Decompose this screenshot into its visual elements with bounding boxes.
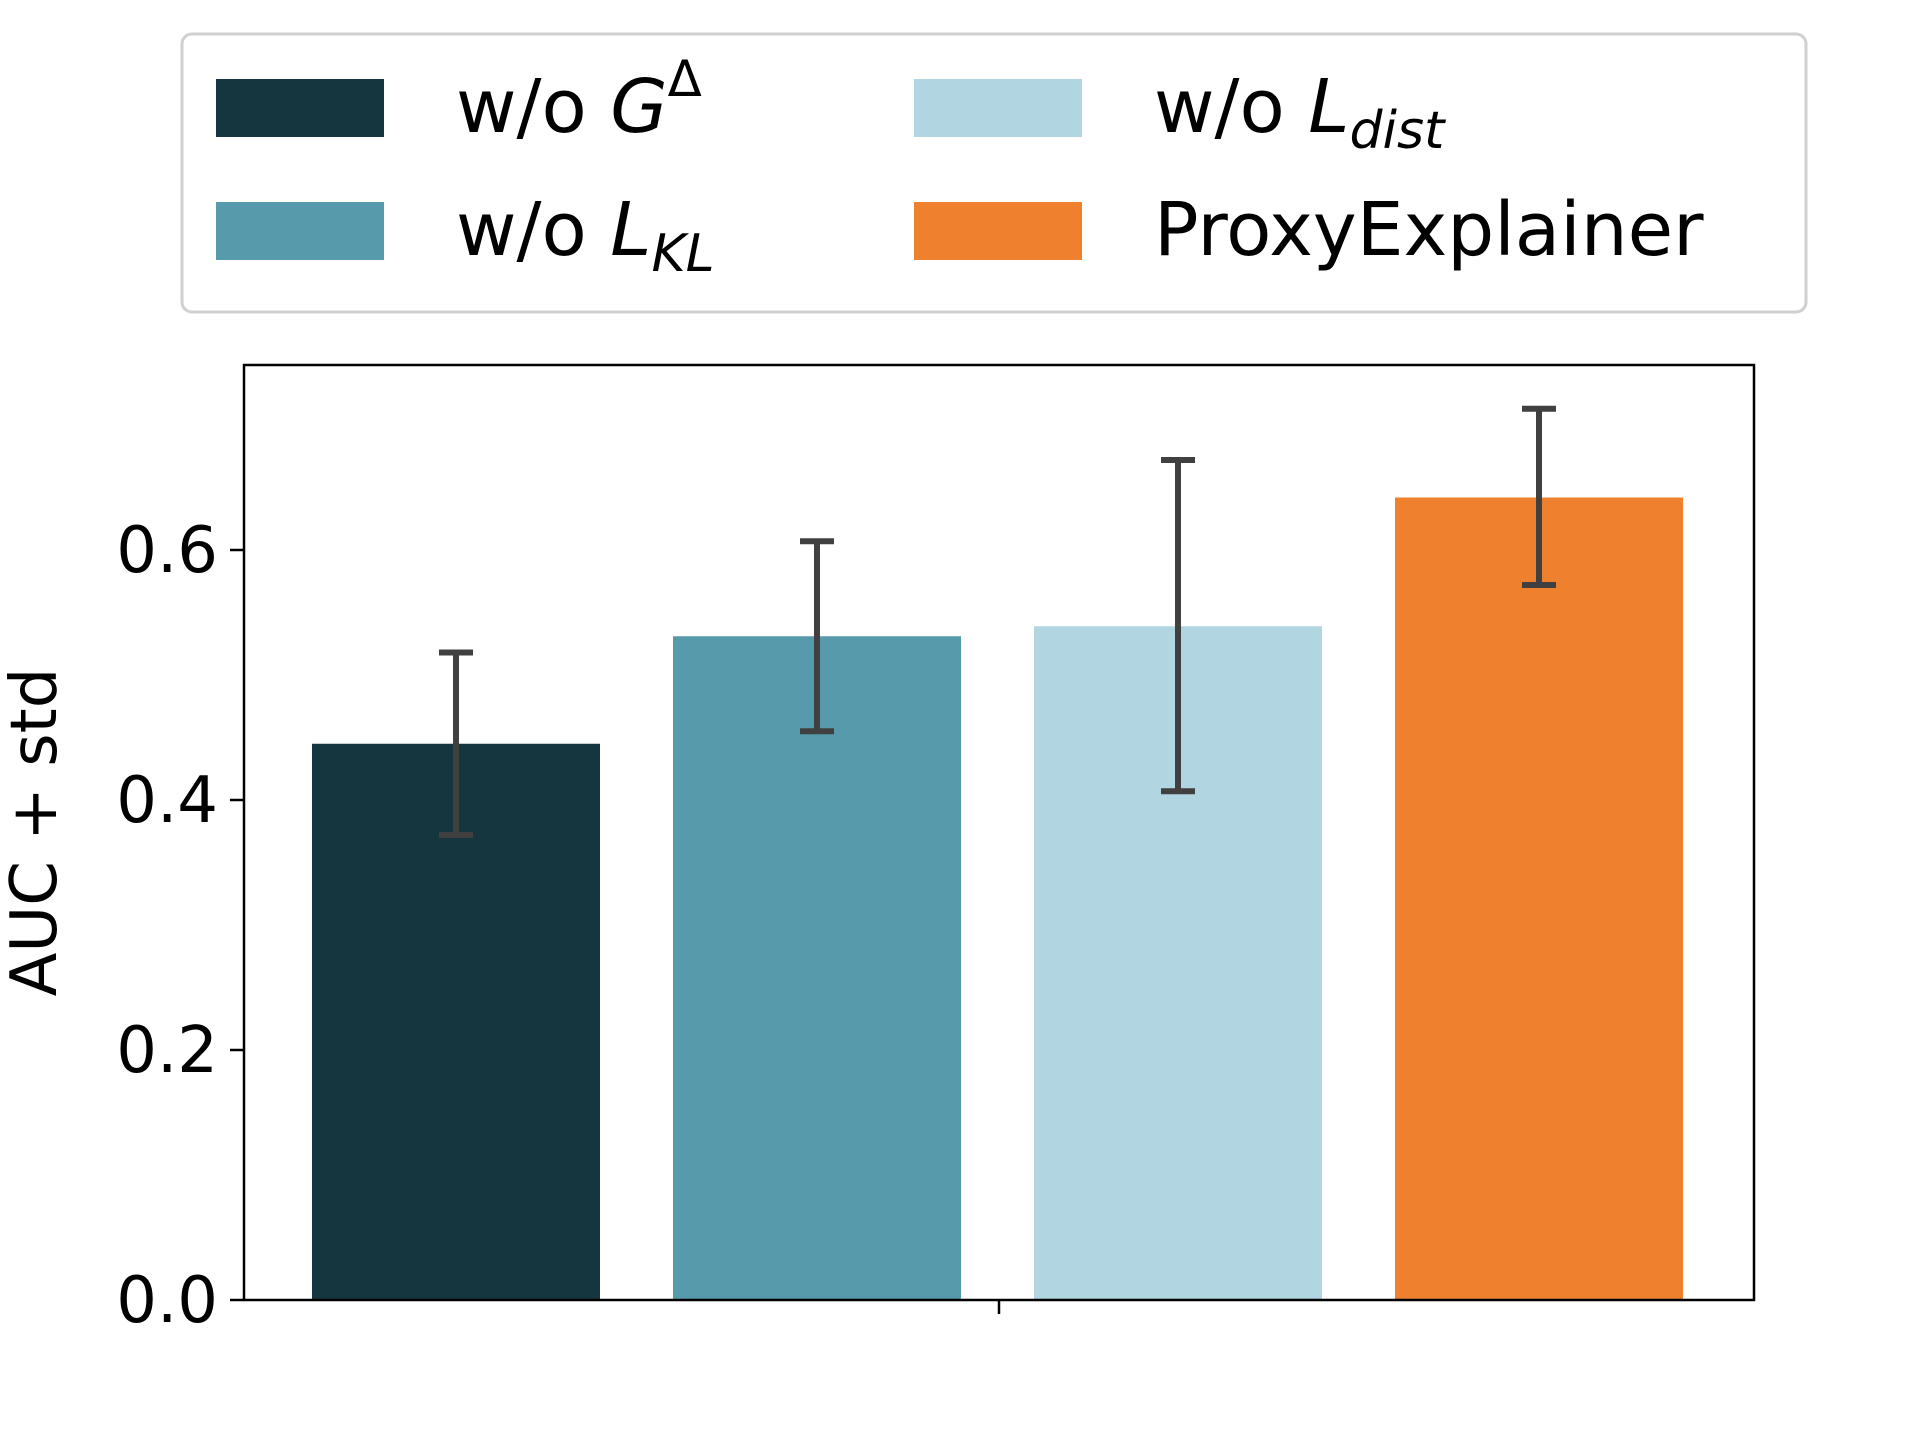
legend-frame [180, 32, 1808, 314]
legend-swatch-2 [914, 79, 1082, 137]
legend-label-0: w/o GΔ [456, 50, 702, 150]
legend-swatch-1 [216, 202, 384, 260]
y-axis-label: AUC + std [0, 668, 72, 997]
legend-label-2: w/o Ldist [1154, 64, 1446, 161]
legend: w/o GΔ w/o LKL w/o Ldist ProxyExplainer [180, 32, 1808, 314]
legend-swatch-3 [914, 202, 1082, 260]
plot-area: 0.0 0.2 0.4 0.6 AUC + std [0, 363, 1756, 1338]
y-tick-label: 0.6 [116, 514, 218, 588]
bar-3 [1395, 497, 1683, 1300]
y-tick-label: 0.2 [116, 1014, 218, 1088]
y-tick-label: 0.0 [116, 1264, 218, 1338]
legend-swatch-0 [216, 79, 384, 137]
legend-label-1: w/o LKL [456, 187, 715, 284]
legend-label-3: ProxyExplainer [1154, 187, 1704, 273]
y-tick-label: 0.4 [116, 764, 218, 838]
bar-1 [673, 636, 961, 1300]
